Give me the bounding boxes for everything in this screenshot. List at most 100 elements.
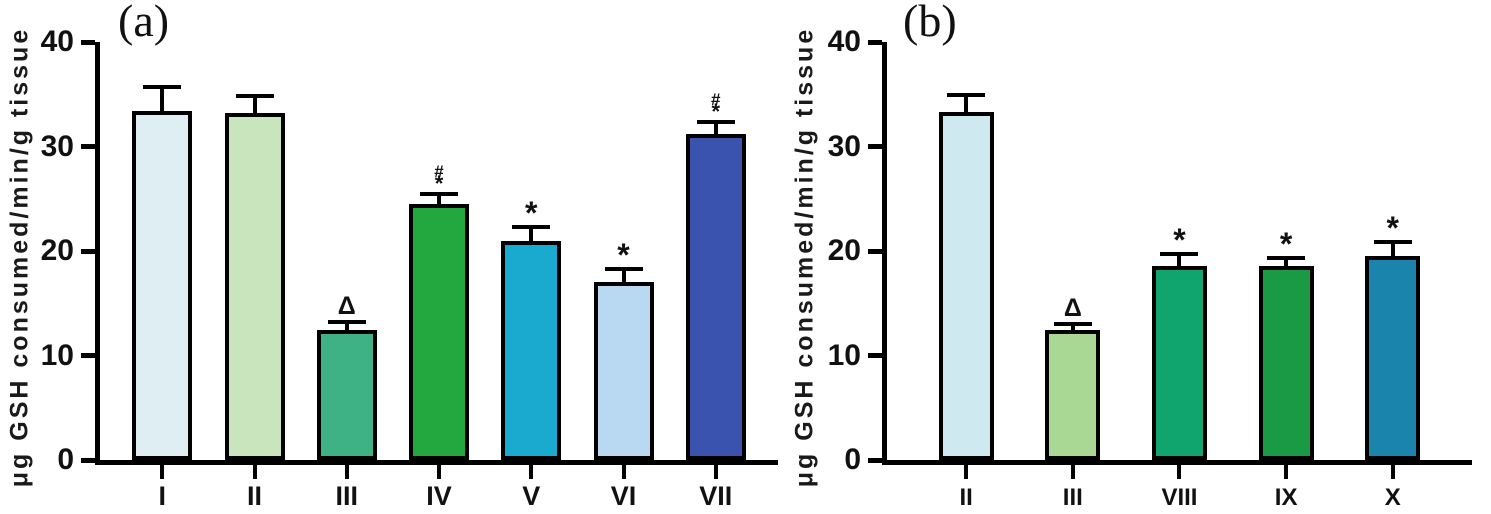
error-bar-stem — [252, 96, 257, 116]
error-bar-stem — [1070, 324, 1075, 333]
y-tick — [81, 248, 95, 254]
y-tick-label: 20 — [40, 234, 74, 267]
error-bar-stem — [160, 86, 165, 113]
y-tick-label: 10 — [40, 338, 74, 372]
x-tick-label: I — [158, 481, 167, 511]
significance-annotation: * — [1173, 222, 1186, 259]
bar-group-VII: # * VII — [685, 42, 746, 511]
error-bar-stem — [344, 322, 349, 333]
bar — [224, 113, 285, 460]
significance-annotation: * — [525, 194, 538, 231]
significance-annotation: * — [617, 236, 630, 273]
significance-annotation: # * — [434, 161, 444, 196]
x-tick — [1284, 465, 1289, 479]
y-tick — [868, 248, 882, 254]
error-bar-cap — [947, 93, 986, 98]
panel-a: μg GSH consumed/min/g tissue (a) 0 10 20 30… — [6, 0, 778, 511]
x-tick-label: III — [335, 481, 359, 511]
y-tick-label: 30 — [40, 129, 74, 163]
y-tick-label: 40 — [827, 25, 861, 58]
bar-group-IX: * IX — [1258, 42, 1314, 511]
bar — [938, 112, 994, 460]
x-tick — [621, 465, 626, 479]
x-tick-label: II — [959, 484, 973, 511]
error-bar-cap — [420, 191, 458, 196]
x-tick — [529, 465, 534, 479]
star-mark: * — [434, 170, 444, 196]
x-tick — [1070, 465, 1075, 479]
x-tick-label: III — [1062, 484, 1083, 511]
y-tick — [81, 144, 95, 149]
y-tick-label: 30 — [827, 129, 861, 163]
bar — [409, 203, 469, 460]
bar — [593, 282, 654, 460]
x-tick-label: X — [1384, 484, 1401, 511]
bar-group-I: I — [132, 42, 193, 511]
bar — [316, 330, 377, 460]
error-bar-stem — [437, 193, 441, 206]
bars-container-a: I II Δ III # * IV * V * VI # * VII — [100, 42, 778, 511]
bar — [1365, 256, 1421, 460]
plot-area-a: 0 10 20 30 40 I II Δ III # * IV * V * VI # * VII — [41, 25, 778, 511]
significance-annotation: Δ — [337, 292, 356, 321]
y-tick-label: 0 — [844, 443, 861, 476]
bar-group-II: II — [224, 42, 285, 511]
bar-group-IV: # * IV — [409, 42, 469, 511]
y-tick — [81, 353, 95, 358]
y-tick-label: 0 — [57, 443, 74, 476]
x-tick — [437, 465, 441, 479]
error-bar-cap — [1373, 239, 1412, 244]
error-bar-cap — [696, 120, 735, 125]
bar-group-II: II — [938, 42, 994, 511]
x-tick — [160, 465, 165, 479]
error-bar-stem — [1284, 258, 1289, 268]
y-tick — [81, 457, 95, 463]
significance-annotation: * — [1386, 209, 1400, 246]
panel-b: μg GSH consumed/min/g tissue (b) 0 10 20 30… — [785, 0, 1491, 514]
error-bar-cap — [1267, 256, 1306, 261]
bar-group-VI: * VI — [593, 42, 654, 511]
bar-group-VIII: * VIII — [1151, 42, 1207, 511]
error-bar-cap — [1160, 252, 1199, 257]
significance-annotation: * — [1279, 226, 1293, 263]
y-axis-ticks-b: 0 10 20 30 40 — [828, 25, 1472, 476]
error-bar-cap — [604, 266, 643, 271]
y-tick — [868, 353, 882, 358]
hash-mark: # — [434, 161, 444, 181]
bar — [132, 110, 193, 460]
y-tick — [868, 39, 882, 45]
panel-label-a: (a) — [118, 0, 170, 46]
x-tick-label: II — [246, 481, 263, 511]
x-tick — [1390, 465, 1395, 479]
error-bar-stem — [1390, 241, 1395, 259]
x-tick-label: IX — [1274, 484, 1298, 511]
bar-group-X: * X — [1365, 42, 1421, 511]
bar-group-III: Δ III — [1045, 42, 1101, 511]
error-bar-cap — [1053, 322, 1092, 327]
y-axis-ticks-a: 0 10 20 30 40 — [41, 25, 778, 476]
y-tick — [81, 39, 95, 45]
bar — [1045, 330, 1101, 460]
significance-annotation: # * — [711, 90, 721, 125]
y-tick-label: 40 — [40, 25, 74, 58]
x-tick — [252, 465, 257, 479]
bar — [685, 133, 746, 460]
error-bar-stem — [621, 268, 626, 285]
y-tick-label: 10 — [827, 338, 861, 372]
star-mark: * — [711, 99, 721, 125]
error-bar-stem — [964, 95, 969, 115]
x-tick-label: VIII — [1161, 484, 1198, 511]
error-bar-stem — [1177, 254, 1182, 268]
x-tick — [1177, 465, 1182, 479]
significance-annotation: Δ — [1063, 294, 1082, 323]
error-bar-cap — [143, 84, 182, 89]
bars-container-b: II Δ III * VIII * IX * X — [887, 42, 1472, 511]
y-tick — [868, 144, 882, 149]
hash-mark: # — [711, 90, 721, 110]
x-tick — [713, 465, 718, 479]
x-tick-label: V — [522, 481, 541, 511]
panel-label-b: (b) — [903, 0, 957, 46]
error-bar-stem — [713, 122, 718, 136]
bar — [501, 240, 562, 460]
